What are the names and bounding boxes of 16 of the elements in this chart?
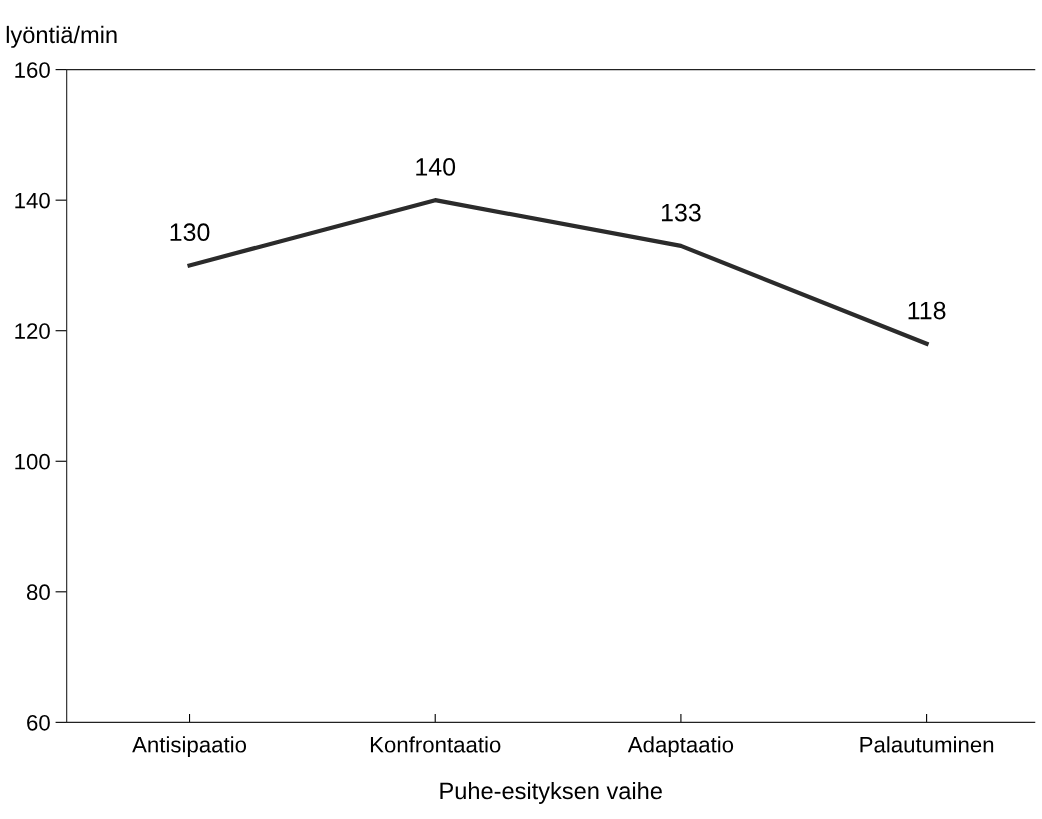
y-axis-title: lyöntiä/min [6,25,117,48]
x-tick-label: Antisipaatio [132,736,247,757]
x-tick-label: Konfrontaatio [370,736,501,753]
y-tick-label: 160 [15,62,50,78]
y-tick-label: 60 [27,714,50,731]
data-label: 130 [170,223,210,242]
data-label: 118 [908,301,946,320]
y-tick-label: 80 [26,584,50,601]
y-tick-label: 120 [15,323,50,339]
x-tick-label: Palautuminen [860,736,994,753]
x-axis-title: Puhe-esityksen vaihe [440,781,662,804]
y-tick-label: 140 [15,192,50,209]
y-tick-label: 100 [15,453,50,470]
x-tick-label: Adaptaatio [627,736,734,757]
data-label: 140 [416,158,456,176]
data-label: 133 [661,203,701,222]
